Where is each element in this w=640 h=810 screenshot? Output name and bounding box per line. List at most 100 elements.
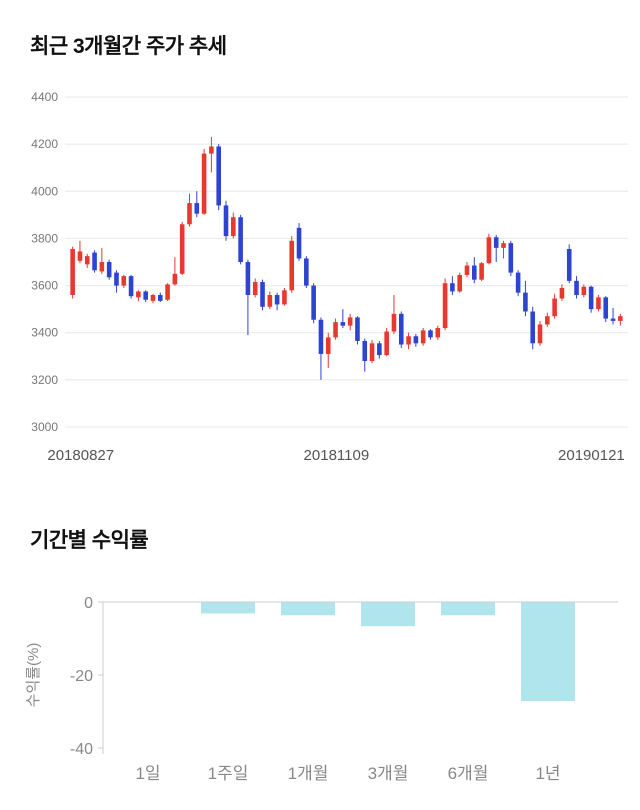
candle-body xyxy=(413,336,419,344)
candle-body xyxy=(318,319,324,354)
candle-body xyxy=(552,298,557,317)
category-label: 1년 xyxy=(535,764,560,783)
candle-body xyxy=(172,273,178,285)
return-bar xyxy=(361,602,415,627)
candle-body xyxy=(479,263,484,280)
candle-body xyxy=(566,249,572,281)
y-tick-label: 3000 xyxy=(31,420,58,434)
category-label: 3개월 xyxy=(368,764,409,783)
candle-body xyxy=(340,322,346,326)
candle-body xyxy=(260,282,265,307)
y-tick-label: 3400 xyxy=(31,326,58,340)
candle-body xyxy=(545,316,550,325)
candle-body xyxy=(136,291,141,298)
candle-body xyxy=(194,203,200,214)
candle-body xyxy=(289,240,295,291)
candle-body xyxy=(464,265,470,275)
candle-body xyxy=(501,243,506,248)
y-tick-label: 4400 xyxy=(31,90,58,104)
candle-body xyxy=(603,297,609,319)
candle-body xyxy=(282,290,287,305)
y-tick-label: -20 xyxy=(70,668,93,685)
y-tick-label: 4200 xyxy=(31,137,58,151)
candle-body xyxy=(325,337,331,354)
candle-body xyxy=(618,316,623,321)
candle-body xyxy=(530,311,536,344)
candle-body xyxy=(428,330,433,338)
candle-body xyxy=(457,274,462,292)
candle-body xyxy=(588,286,594,310)
candle-body xyxy=(121,276,127,286)
candle-body xyxy=(99,262,105,272)
y-tick-label: -40 xyxy=(70,741,93,758)
y-tick-label: 3200 xyxy=(31,373,58,387)
returns-bar-chart: 0 -20 -40 1일 1주일 1개월 3개월 6개월 1년 수익률(%) xyxy=(0,588,640,798)
candle-body xyxy=(157,295,163,301)
y-tick-label: 0 xyxy=(84,595,93,612)
category-label: 1일 xyxy=(135,764,160,783)
candle-body xyxy=(355,317,360,341)
price-trend-title: 최근 3개월간 주가 추세 xyxy=(30,35,227,58)
period-returns-title: 기간별 수익률 xyxy=(30,529,149,552)
candle-body xyxy=(209,146,214,154)
candle-body xyxy=(347,317,353,326)
candle-body xyxy=(486,237,492,264)
y-tick-label: 3600 xyxy=(31,279,58,293)
candle-body xyxy=(231,217,236,237)
return-bar xyxy=(281,602,335,616)
y-tick-label: 4000 xyxy=(31,184,58,198)
candle-body xyxy=(435,328,441,338)
candle-body xyxy=(179,224,185,274)
candle-body xyxy=(420,330,426,344)
candle-body xyxy=(398,313,404,345)
candle-body xyxy=(114,272,119,286)
candle-body xyxy=(252,282,258,295)
candle-body xyxy=(581,286,587,295)
return-bar xyxy=(521,602,575,702)
candle-body xyxy=(274,295,280,305)
x-date-label: 20181109 xyxy=(304,447,370,464)
category-label: 1주일 xyxy=(208,764,249,783)
category-label: 6개월 xyxy=(448,764,489,783)
candle-body xyxy=(106,262,112,278)
candle-body xyxy=(201,153,207,214)
candle-body xyxy=(216,146,222,206)
candle-body xyxy=(508,243,514,273)
x-date-label: 20190121 xyxy=(558,447,625,464)
candle-body xyxy=(296,227,302,259)
candle-body xyxy=(377,343,382,356)
candle-body xyxy=(493,237,499,248)
candle-body xyxy=(442,283,448,328)
candle-body xyxy=(596,297,601,310)
candle-body xyxy=(559,287,565,299)
candlestick-chart: 3000 3200 3400 3600 3800 4000 4200 4400 20180827… xyxy=(0,85,640,480)
candle-body xyxy=(384,331,389,356)
candle-body xyxy=(333,322,338,338)
candle-body xyxy=(610,318,616,321)
candle-body xyxy=(150,295,156,301)
candle-body xyxy=(245,262,251,295)
returns-bar-svg: 0 -20 -40 1일 1주일 1개월 3개월 6개월 1년 수익률(%) xyxy=(25,595,618,783)
candle-body xyxy=(92,252,97,271)
candle-body xyxy=(515,272,521,293)
return-bar xyxy=(441,602,495,616)
candle-body xyxy=(450,283,455,292)
candle-body xyxy=(311,285,316,320)
candle-body xyxy=(304,258,309,286)
candle-body xyxy=(223,205,229,237)
return-bar xyxy=(201,602,255,614)
candle-body xyxy=(77,251,83,261)
candle-body xyxy=(471,265,477,280)
candle-body xyxy=(362,340,368,361)
candle-body xyxy=(143,291,148,300)
candle-body xyxy=(84,256,90,265)
candle-body xyxy=(391,313,397,332)
candlestick-svg: 3000 3200 3400 3600 3800 4000 4200 4400 20180827… xyxy=(31,90,628,464)
candle-body xyxy=(187,203,192,225)
candle-body xyxy=(70,249,75,295)
candle-body xyxy=(574,280,579,295)
y-tick-label: 3800 xyxy=(31,231,58,245)
candle-body xyxy=(165,284,170,300)
x-date-label: 20180827 xyxy=(47,447,114,464)
